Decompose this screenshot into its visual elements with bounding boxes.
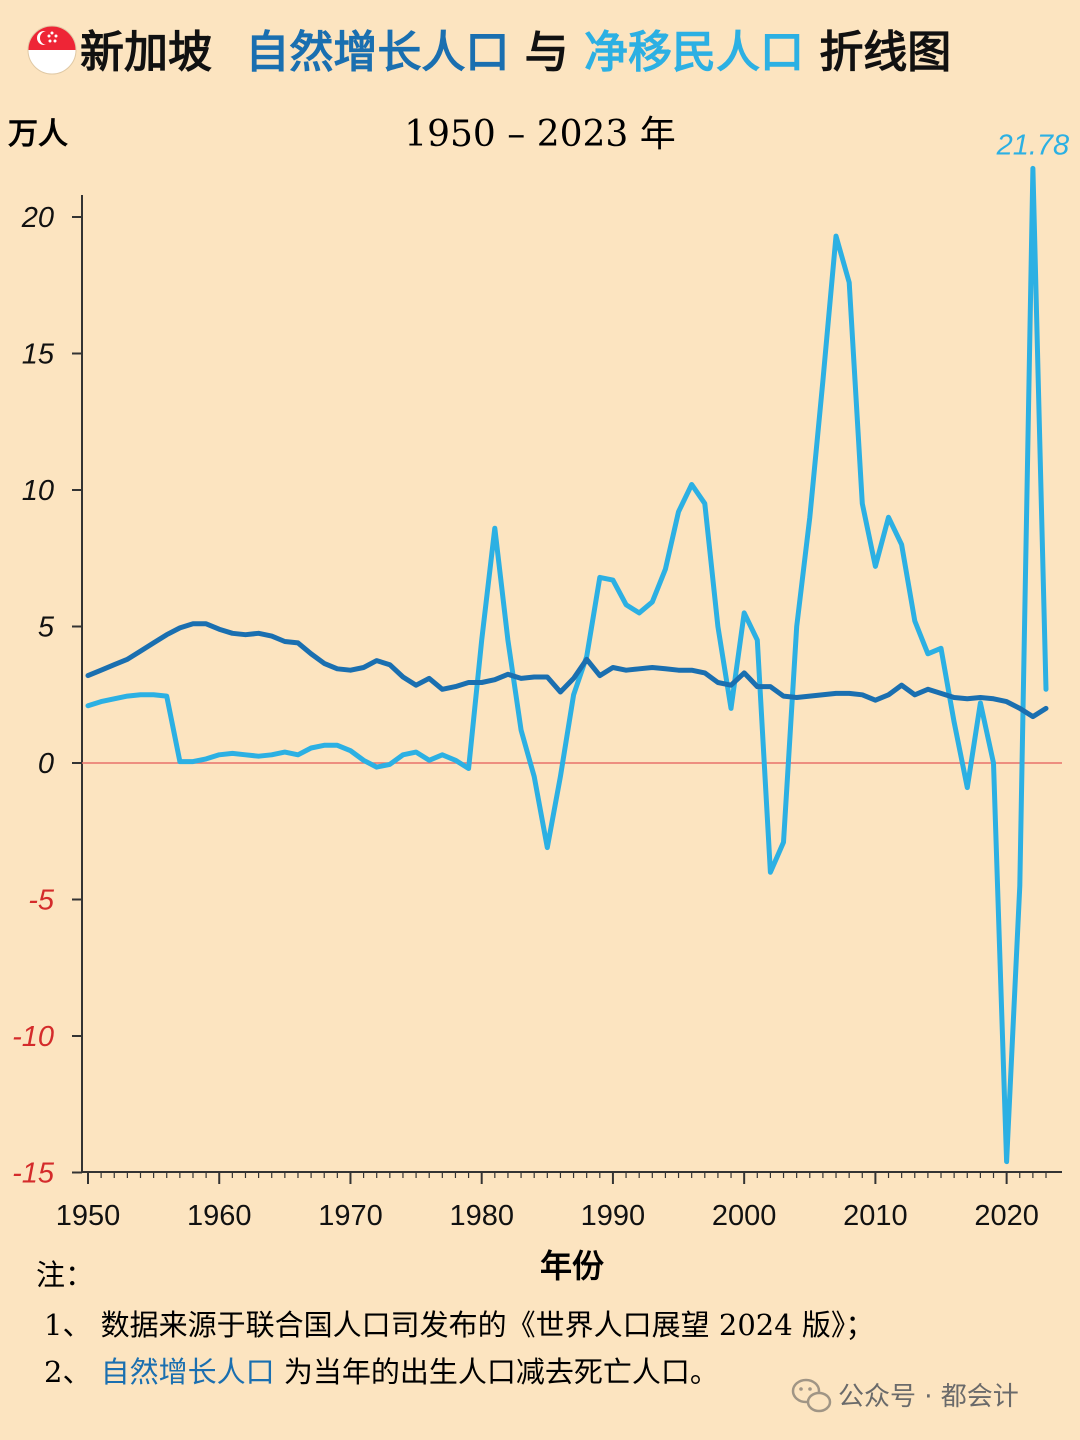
x-tick-label: 1970 xyxy=(318,1200,383,1232)
x-tick-label: 1990 xyxy=(581,1200,646,1232)
y-tick-label: 15 xyxy=(22,339,55,371)
chart-subtitle: 1950 – 2023 年 xyxy=(404,114,676,155)
note-item-1: 1、 数据来源于联合国人口司发布的《世界人口展望 2024 版》； xyxy=(44,1308,874,1342)
note-item-2-suffix: 为当年的出生人口减去死亡人口。 xyxy=(284,1355,719,1389)
x-tick-label: 2000 xyxy=(712,1200,777,1232)
y-tick-label: -10 xyxy=(12,1021,54,1053)
series-layer xyxy=(85,165,1049,1165)
singapore-flag-icon xyxy=(27,25,77,75)
y-unit-label: 万人 xyxy=(8,117,68,152)
title-migration-highlight: 净移民人口 xyxy=(584,27,804,78)
y-tick-label: 5 xyxy=(38,612,55,644)
title-part5: 折线图 xyxy=(819,27,951,78)
x-axis-label: 年份 xyxy=(540,1247,604,1285)
notes-label: 注： xyxy=(36,1258,94,1292)
y-tick-label: 0 xyxy=(38,748,54,780)
series-line-natural xyxy=(85,621,1049,720)
title-part1: 新加坡 xyxy=(80,27,212,78)
y-tick-label: 20 xyxy=(21,202,54,234)
x-tick-label: 2010 xyxy=(843,1200,908,1232)
y-tick-label: -5 xyxy=(28,885,55,917)
chart-title: 新加坡 自然增长人口 与 净移民人口 折线图 xyxy=(80,27,951,78)
wechat-icon xyxy=(791,1378,832,1413)
title-part3: 与 xyxy=(525,27,569,78)
title-natural-highlight: 自然增长人口 xyxy=(245,27,509,78)
note-item-2: 2、 自然增长人口 为当年的出生人口减去死亡人口。 xyxy=(44,1355,719,1389)
watermark-text: 公众号 · 都会计 xyxy=(838,1382,1019,1412)
x-tick-label: 1980 xyxy=(449,1200,514,1232)
note-item-2-prefix: 2、 xyxy=(44,1355,101,1389)
peak-annotation: 21.78 xyxy=(996,129,1070,161)
axes-layer xyxy=(72,195,1062,1184)
x-tick-label: 1960 xyxy=(187,1200,252,1232)
y-tick-label: 10 xyxy=(22,475,54,507)
y-tick-label: -15 xyxy=(12,1158,55,1190)
note-item-2-highlight: 自然增长人口 xyxy=(101,1355,275,1389)
x-tick-label: 1950 xyxy=(56,1200,121,1232)
x-tick-label: 2020 xyxy=(974,1200,1039,1232)
series-line-migration xyxy=(85,165,1049,1165)
